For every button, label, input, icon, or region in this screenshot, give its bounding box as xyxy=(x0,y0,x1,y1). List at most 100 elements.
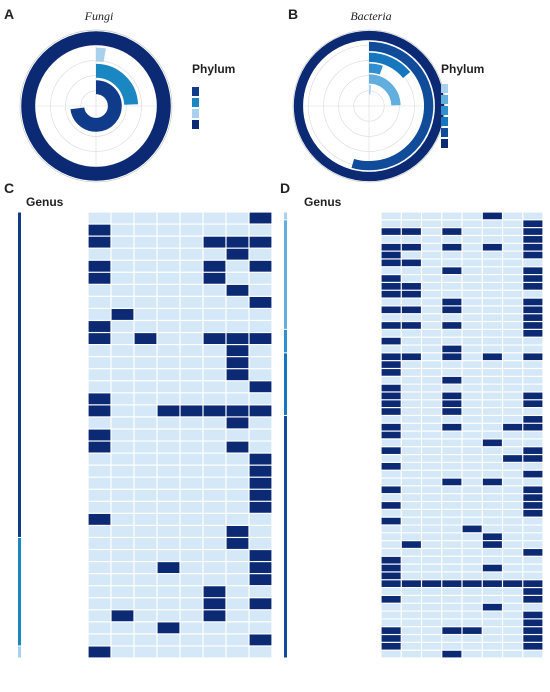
heat-cell-empty xyxy=(442,642,462,650)
heat-cell-filled xyxy=(401,580,421,587)
heat-cell-empty xyxy=(523,533,543,541)
heat-cell-empty xyxy=(111,598,134,610)
heat-cell-empty xyxy=(381,470,401,478)
heat-cell-empty xyxy=(401,517,421,525)
heat-cell-empty xyxy=(422,462,442,470)
heat-cell-empty xyxy=(401,408,421,415)
heat-cell-empty xyxy=(503,369,523,376)
heat-cell-empty xyxy=(462,228,482,235)
heat-cell-empty xyxy=(442,447,462,454)
legend-swatch-proteobacteria xyxy=(441,128,448,137)
heat-cell-filled xyxy=(381,447,401,454)
heat-cell-empty xyxy=(381,509,401,517)
heat-cell-empty xyxy=(482,635,502,642)
heat-cell-empty xyxy=(503,337,523,345)
heat-cell-empty xyxy=(226,381,249,393)
heat-cell-empty xyxy=(226,489,249,501)
heat-cell-empty xyxy=(401,298,421,306)
heat-cell-empty xyxy=(482,423,502,431)
heat-cell-filled xyxy=(462,627,482,634)
heat-cell-empty xyxy=(381,455,401,462)
heat-cell-empty xyxy=(523,259,543,267)
heat-cell-filled xyxy=(381,361,401,368)
heat-cell-empty xyxy=(442,314,462,321)
heat-cell-filled xyxy=(203,272,226,284)
heat-cell-filled xyxy=(381,502,401,509)
heat-cell-filled xyxy=(482,243,502,251)
heat-cell-empty xyxy=(482,283,502,290)
heat-cell-filled xyxy=(381,322,401,329)
heat-cell-empty xyxy=(134,441,157,453)
heat-cell-empty xyxy=(157,574,180,586)
heat-cell-empty xyxy=(111,550,134,561)
heat-cell-empty xyxy=(226,477,249,489)
heat-cell-empty xyxy=(462,470,482,478)
heat-cell-empty xyxy=(422,220,442,228)
heat-cell-empty xyxy=(422,212,442,220)
heat-cell-empty xyxy=(134,309,157,320)
heat-cell-filled xyxy=(157,405,180,417)
heat-cell-empty xyxy=(422,564,442,572)
heat-cell-empty xyxy=(523,212,543,220)
heat-cell-empty xyxy=(422,470,442,478)
heat-cell-empty xyxy=(180,248,203,260)
heat-cell-empty xyxy=(422,416,442,423)
heat-cell-filled xyxy=(523,400,543,408)
heat-cell-empty xyxy=(523,337,543,345)
heat-cell-empty xyxy=(523,361,543,368)
heat-cell-filled xyxy=(523,322,543,329)
heat-cell-empty xyxy=(422,502,442,509)
heat-cell-empty xyxy=(111,272,134,284)
heat-cell-empty xyxy=(111,538,134,549)
heat-cell-empty xyxy=(249,417,272,429)
heat-cell-empty xyxy=(503,345,523,353)
heat-cell-empty xyxy=(88,465,111,477)
heat-cell-empty xyxy=(111,357,134,369)
heat-cell-filled xyxy=(523,392,543,400)
heat-cell-empty xyxy=(422,650,442,658)
heat-cell-empty xyxy=(523,564,543,572)
legend-swatch-zygomycota xyxy=(192,109,199,118)
heat-cell-filled xyxy=(442,345,462,353)
heat-cell-empty xyxy=(482,220,502,228)
heat-cell-filled xyxy=(482,353,502,361)
heat-cell-filled xyxy=(523,283,543,290)
heat-cell-empty xyxy=(203,321,226,332)
chart-a-title: Fungi xyxy=(84,9,114,23)
legend-swatch-total xyxy=(192,120,199,129)
heat-cell-empty xyxy=(422,283,442,290)
heat-cell-empty xyxy=(462,564,482,572)
heat-cell-empty xyxy=(442,431,462,439)
heat-cell-empty xyxy=(503,619,523,627)
heat-cell-empty xyxy=(422,345,442,353)
heat-cell-filled xyxy=(401,228,421,235)
heat-cell-empty xyxy=(157,610,180,622)
heat-cell-empty xyxy=(203,248,226,260)
heat-cell-empty xyxy=(482,345,502,353)
group-bar-0 xyxy=(284,212,287,220)
heat-cell-filled xyxy=(503,580,523,587)
heat-cell-filled xyxy=(111,610,134,622)
heat-cell-empty xyxy=(422,361,442,368)
heat-cell-empty xyxy=(249,538,272,549)
heat-cell-filled xyxy=(226,417,249,429)
heat-cell-empty xyxy=(180,393,203,405)
heat-cell-empty xyxy=(180,345,203,357)
heat-cell-empty xyxy=(503,611,523,619)
heat-cell-empty xyxy=(180,260,203,272)
heat-cell-empty xyxy=(482,251,502,259)
heat-cell-empty xyxy=(134,248,157,260)
heat-cell-empty xyxy=(226,562,249,574)
heat-cell-empty xyxy=(249,513,272,525)
heat-cell-filled xyxy=(249,212,272,224)
heat-cell-empty xyxy=(180,212,203,224)
heat-cell-empty xyxy=(381,650,401,658)
heat-cell-filled xyxy=(226,538,249,549)
group-bar-0 xyxy=(18,212,21,537)
radial-bar-total xyxy=(21,31,171,181)
heat-cell-empty xyxy=(442,470,462,478)
heat-cell-empty xyxy=(134,489,157,501)
heat-cell-empty xyxy=(462,533,482,541)
heat-cell-filled xyxy=(381,423,401,431)
heat-cell-empty xyxy=(180,369,203,381)
